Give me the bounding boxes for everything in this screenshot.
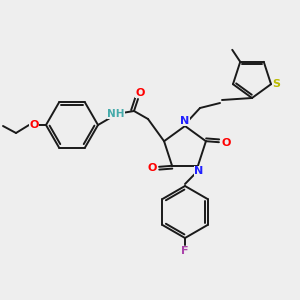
Text: N: N xyxy=(194,166,204,176)
Text: O: O xyxy=(221,138,231,148)
Text: NH: NH xyxy=(107,109,125,119)
Text: O: O xyxy=(29,120,39,130)
Text: F: F xyxy=(181,246,189,256)
Text: S: S xyxy=(272,79,280,89)
Text: O: O xyxy=(135,88,145,98)
Text: O: O xyxy=(147,163,157,173)
Text: N: N xyxy=(180,116,190,126)
